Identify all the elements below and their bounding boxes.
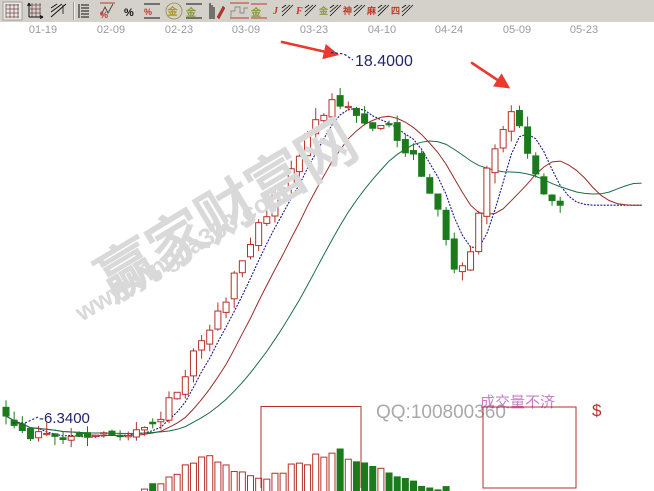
svg-text:F: F	[295, 6, 303, 17]
svg-text:金: 金	[250, 6, 262, 19]
svg-text:J: J	[272, 6, 279, 17]
svg-text:四: 四	[391, 6, 400, 16]
svg-text:金: 金	[167, 5, 179, 18]
svg-text:-6.3400: -6.3400	[39, 410, 90, 427]
svg-text:18.4000: 18.4000	[355, 53, 413, 70]
svg-text:%: %	[144, 7, 152, 17]
svg-text:%: %	[124, 7, 134, 19]
svg-text:金: 金	[318, 5, 329, 16]
svg-text:麻: 麻	[366, 5, 377, 16]
svg-text:%: %	[100, 10, 108, 20]
svg-text:$: $	[592, 401, 602, 420]
svg-text:金: 金	[185, 6, 197, 19]
svg-text:成交量不济: 成交量不济	[480, 393, 555, 411]
svg-text:神: 神	[343, 5, 352, 16]
